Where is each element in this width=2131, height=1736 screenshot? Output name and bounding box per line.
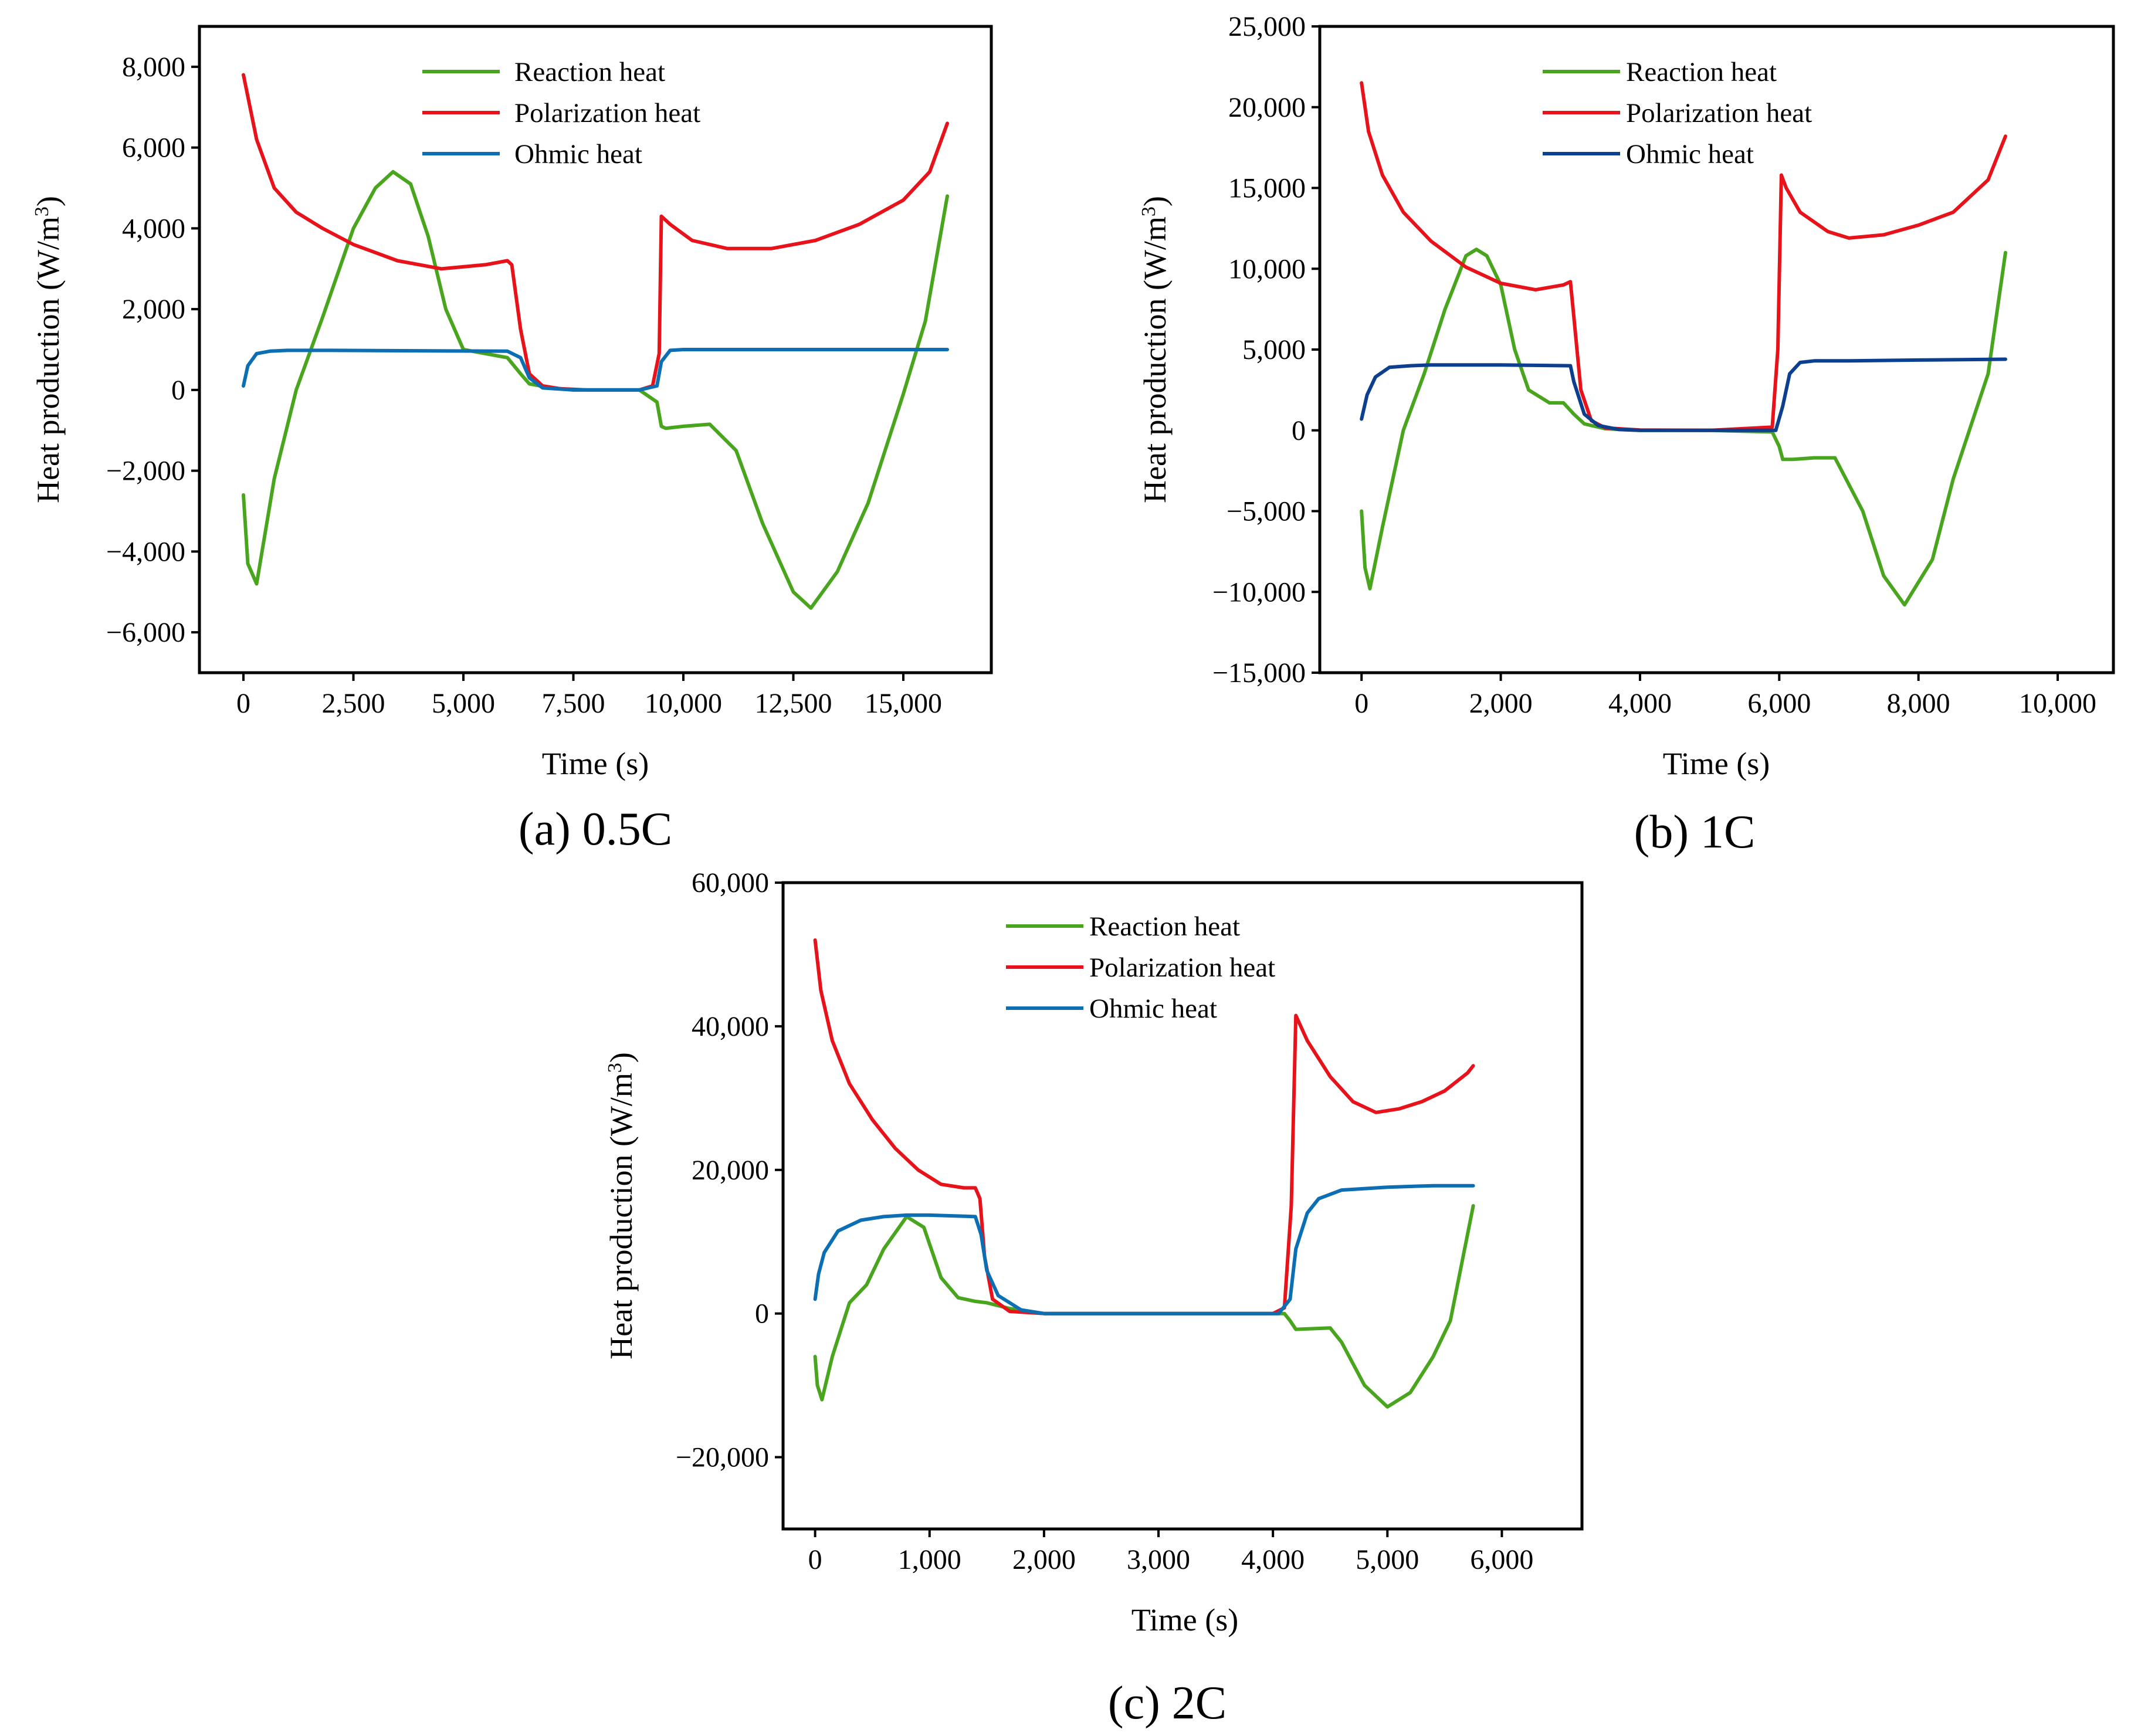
chart-c-series-group bbox=[813, 938, 1475, 1409]
chart-b-y-tick-label: 0 bbox=[1292, 415, 1306, 446]
chart-c-x-tick-label: 4,000 bbox=[1241, 1544, 1305, 1575]
chart-a-legend: Reaction heat Polarization heat Ohmic he… bbox=[422, 57, 700, 169]
chart-b-legend-label-polarization: Polarization heat bbox=[1626, 98, 1812, 128]
chart-a-x-tick-label: 2,500 bbox=[322, 688, 385, 719]
chart-b-x-tick-label: 10,000 bbox=[2019, 688, 2096, 719]
chart-c-x-tick-label: 2,000 bbox=[1012, 1544, 1076, 1575]
chart-a-x-tick-label: 15,000 bbox=[865, 688, 942, 719]
chart-c-legend-label-ohmic: Ohmic heat bbox=[1089, 994, 1217, 1024]
chart-a-legend-label-ohmic: Ohmic heat bbox=[514, 139, 642, 169]
chart-b-x-tick-label: 8,000 bbox=[1887, 688, 1950, 719]
chart-b-legend: Reaction heat Polarization heat Ohmic he… bbox=[1543, 57, 1812, 169]
chart-a-caption: (a) 0.5C bbox=[519, 803, 672, 855]
chart-a-legend-label-reaction: Reaction heat bbox=[514, 57, 665, 87]
chart-c-x-tick-label: 3,000 bbox=[1127, 1544, 1190, 1575]
chart-b-y-tick-label: −15,000 bbox=[1212, 657, 1306, 689]
chart-c-y-tick-label: −20,000 bbox=[676, 1442, 769, 1473]
chart-c-x-tick-label: 5,000 bbox=[1356, 1544, 1419, 1575]
chart-b-caption: (b) 1C bbox=[1634, 806, 1756, 858]
chart-b: −15,000 −10,000 −5,000 0 5,000 10,000 15,000 20… bbox=[1137, 11, 2115, 858]
chart-c-y-tick-label: 60,000 bbox=[692, 867, 769, 898]
chart-a-y-tick-label: 4,000 bbox=[122, 213, 185, 244]
chart-b-y-tick-label: −5,000 bbox=[1227, 496, 1306, 527]
chart-c-series-reaction-heat bbox=[813, 1204, 1475, 1409]
chart-b-y-tick-label: −10,000 bbox=[1212, 577, 1306, 608]
chart-b-x-tick-label: 4,000 bbox=[1608, 688, 1672, 719]
chart-a-y-tick-label: 0 bbox=[171, 375, 185, 406]
chart-b-y-tick-label: 15,000 bbox=[1228, 173, 1306, 204]
chart-a-x-tick-label: 10,000 bbox=[645, 688, 722, 719]
chart-a-x-tick-label: 5,000 bbox=[432, 688, 495, 719]
chart-c-legend-label-reaction: Reaction heat bbox=[1089, 911, 1240, 942]
chart-c: −20,000 0 20,000 40,000 60,000 0 1,000 2,000 3,… bbox=[604, 867, 1584, 1729]
chart-a-series-ohmic-heat bbox=[242, 348, 949, 392]
chart-a-x-tick-label: 12,500 bbox=[755, 688, 832, 719]
chart-a-y-tick-label: 2,000 bbox=[122, 294, 185, 325]
chart-c-series-ohmic-heat bbox=[813, 1184, 1475, 1315]
chart-a-x-axis-label: Time (s) bbox=[542, 746, 649, 781]
chart-a-y-tick-label: −2,000 bbox=[106, 456, 185, 487]
chart-b-x-tick-label: 2,000 bbox=[1469, 688, 1533, 719]
chart-a-x-tick-label: 0 bbox=[236, 688, 250, 719]
chart-a-series-group bbox=[242, 73, 949, 610]
chart-b-legend-label-reaction: Reaction heat bbox=[1626, 57, 1777, 87]
chart-b-series-polarization-heat bbox=[1360, 81, 2007, 432]
chart-c-caption: (c) 2C bbox=[1108, 1677, 1227, 1729]
chart-b-series-ohmic-heat bbox=[1360, 357, 2007, 432]
chart-c-legend: Reaction heat Polarization heat Ohmic he… bbox=[1006, 911, 1275, 1024]
chart-b-x-tick-label: 6,000 bbox=[1747, 688, 1811, 719]
chart-a: −6,000−4,000−2,00002,0004,0006,0008,000 … bbox=[31, 25, 993, 855]
chart-b-y-axis-label: Heat production (W/m3) bbox=[1137, 196, 1173, 503]
chart-c-plot-frame bbox=[781, 881, 1584, 1531]
chart-b-y-tick-label: 5,000 bbox=[1242, 334, 1306, 365]
chart-b-x-axis-label: Time (s) bbox=[1663, 746, 1770, 781]
chart-a-y-tick-label: 8,000 bbox=[122, 52, 185, 83]
chart-c-y-tick-label: 40,000 bbox=[692, 1011, 769, 1042]
chart-b-y-tick-label: 25,000 bbox=[1228, 11, 1306, 42]
chart-b-series-reaction-heat bbox=[1360, 247, 2007, 607]
chart-b-series-group bbox=[1360, 81, 2007, 607]
chart-a-plot-frame bbox=[198, 25, 993, 674]
chart-a-x-tick-label: 7,500 bbox=[542, 688, 605, 719]
chart-c-y-tick-label: 20,000 bbox=[692, 1155, 769, 1186]
chart-a-y-tick-label: −4,000 bbox=[106, 536, 185, 567]
chart-b-y-tick-label: 10,000 bbox=[1228, 253, 1306, 284]
chart-a-y-tick-label: −6,000 bbox=[106, 617, 185, 648]
chart-c-x-axis-label: Time (s) bbox=[1131, 1602, 1239, 1637]
chart-a-legend-label-polarization: Polarization heat bbox=[514, 98, 700, 128]
chart-c-x-tick-label: 6,000 bbox=[1470, 1544, 1533, 1575]
chart-c-y-tick-label: 0 bbox=[755, 1298, 769, 1330]
chart-c-y-axis-label: Heat production (W/m3) bbox=[604, 1052, 639, 1359]
chart-b-y-tick-label: 20,000 bbox=[1228, 92, 1306, 123]
chart-c-legend-label-polarization: Polarization heat bbox=[1089, 952, 1275, 983]
chart-b-x-tick-label: 0 bbox=[1354, 688, 1368, 719]
chart-a-y-axis-label: Heat production (W/m3) bbox=[31, 196, 66, 503]
chart-c-x-tick-label: 0 bbox=[808, 1544, 822, 1575]
chart-b-legend-label-ohmic: Ohmic heat bbox=[1626, 139, 1754, 169]
chart-c-x-tick-label: 1,000 bbox=[898, 1544, 961, 1575]
chart-a-y-tick-label: 6,000 bbox=[122, 133, 185, 164]
